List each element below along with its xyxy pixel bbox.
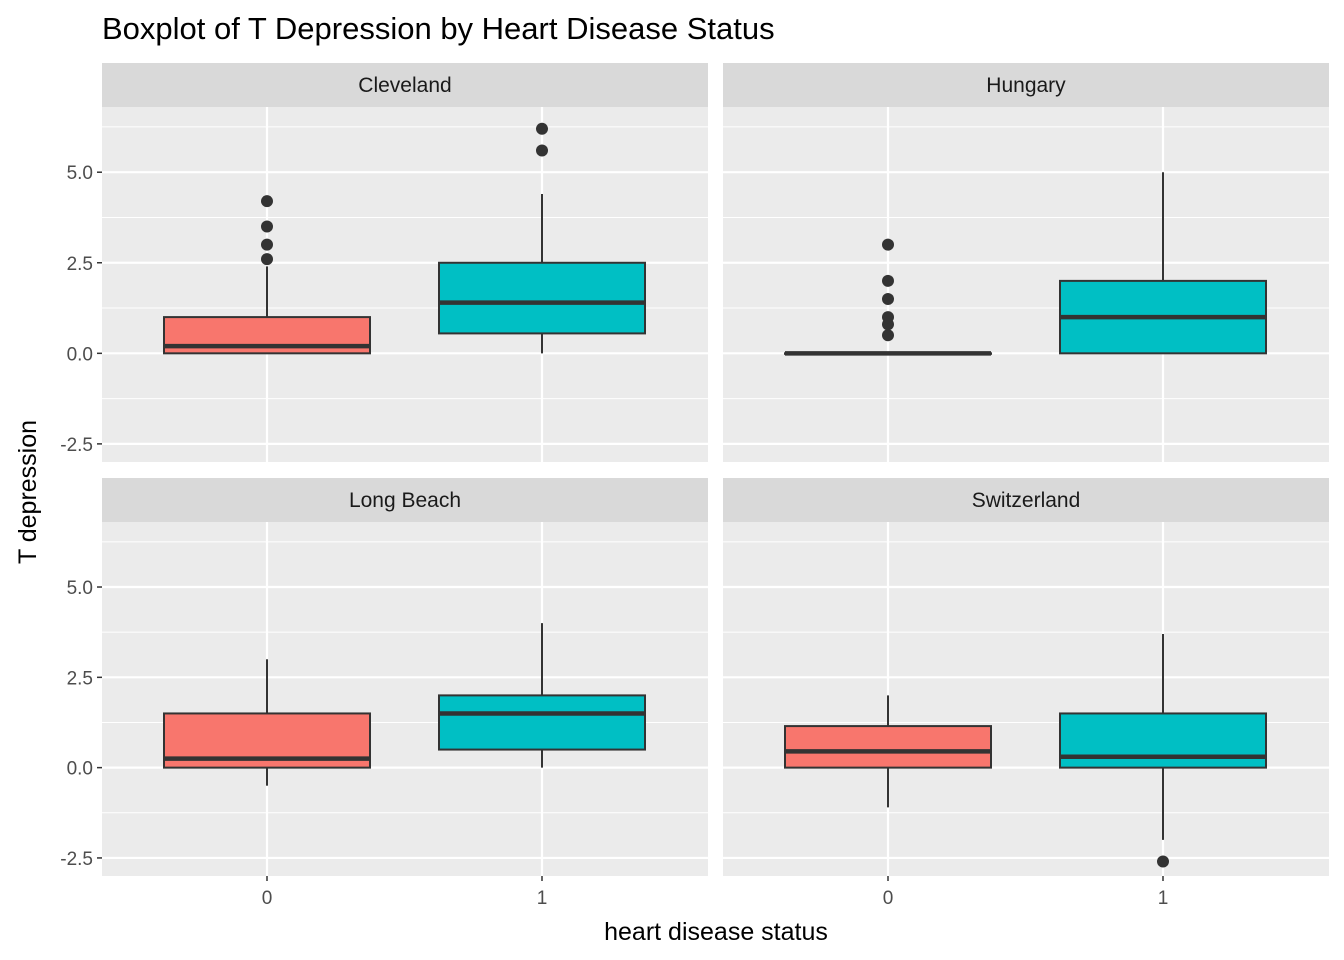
outlier-point [536,144,548,157]
outlier-point [536,122,548,135]
facet-strip [102,478,708,522]
outlier-point [882,292,894,305]
facet-label: Long Beach [349,489,461,512]
y-tick-label: -2.5 [60,849,93,870]
facet-label: Switzerland [972,489,1081,512]
outlier-point [882,311,894,324]
box [784,725,992,769]
y-tick-label: 2.5 [67,668,93,689]
y-tick-label: 5.0 [67,163,93,184]
box [1059,712,1267,769]
y-tick-label: 2.5 [67,254,93,275]
y-tick-label: -2.5 [60,435,93,456]
facet-strip [102,63,708,107]
outlier-point [1157,855,1169,868]
facet-strip [723,63,1329,107]
x-tick-label: 1 [537,888,548,909]
x-tick-label: 1 [1158,888,1169,909]
facet-label: Cleveland [358,74,451,97]
facet-panels: Cleveland -2.5 0.0 2.5 5.0 Hungary Long Beach -… [60,63,1329,909]
x-axis-title: heart disease status [604,918,828,946]
facet-label: Hungary [986,74,1066,97]
outlier-point [882,238,894,251]
facet-strip [723,478,1329,522]
y-axis-title: T depression [14,420,42,564]
box [438,694,646,751]
panel-background [723,522,1329,876]
x-tick-label: 0 [883,888,894,909]
outlier-point [261,238,273,251]
outlier-point [882,329,894,342]
y-tick-label: 0.0 [67,344,93,365]
y-tick-label: 5.0 [67,578,93,599]
outlier-point [261,195,273,208]
chart-title: Boxplot of T Depression by Heart Disease… [102,11,775,46]
outlier-point [261,220,273,233]
x-tick-label: 0 [262,888,273,909]
box [438,261,646,335]
outlier-point [261,253,273,266]
outlier-point [882,274,894,287]
y-tick-label: 0.0 [67,759,93,780]
